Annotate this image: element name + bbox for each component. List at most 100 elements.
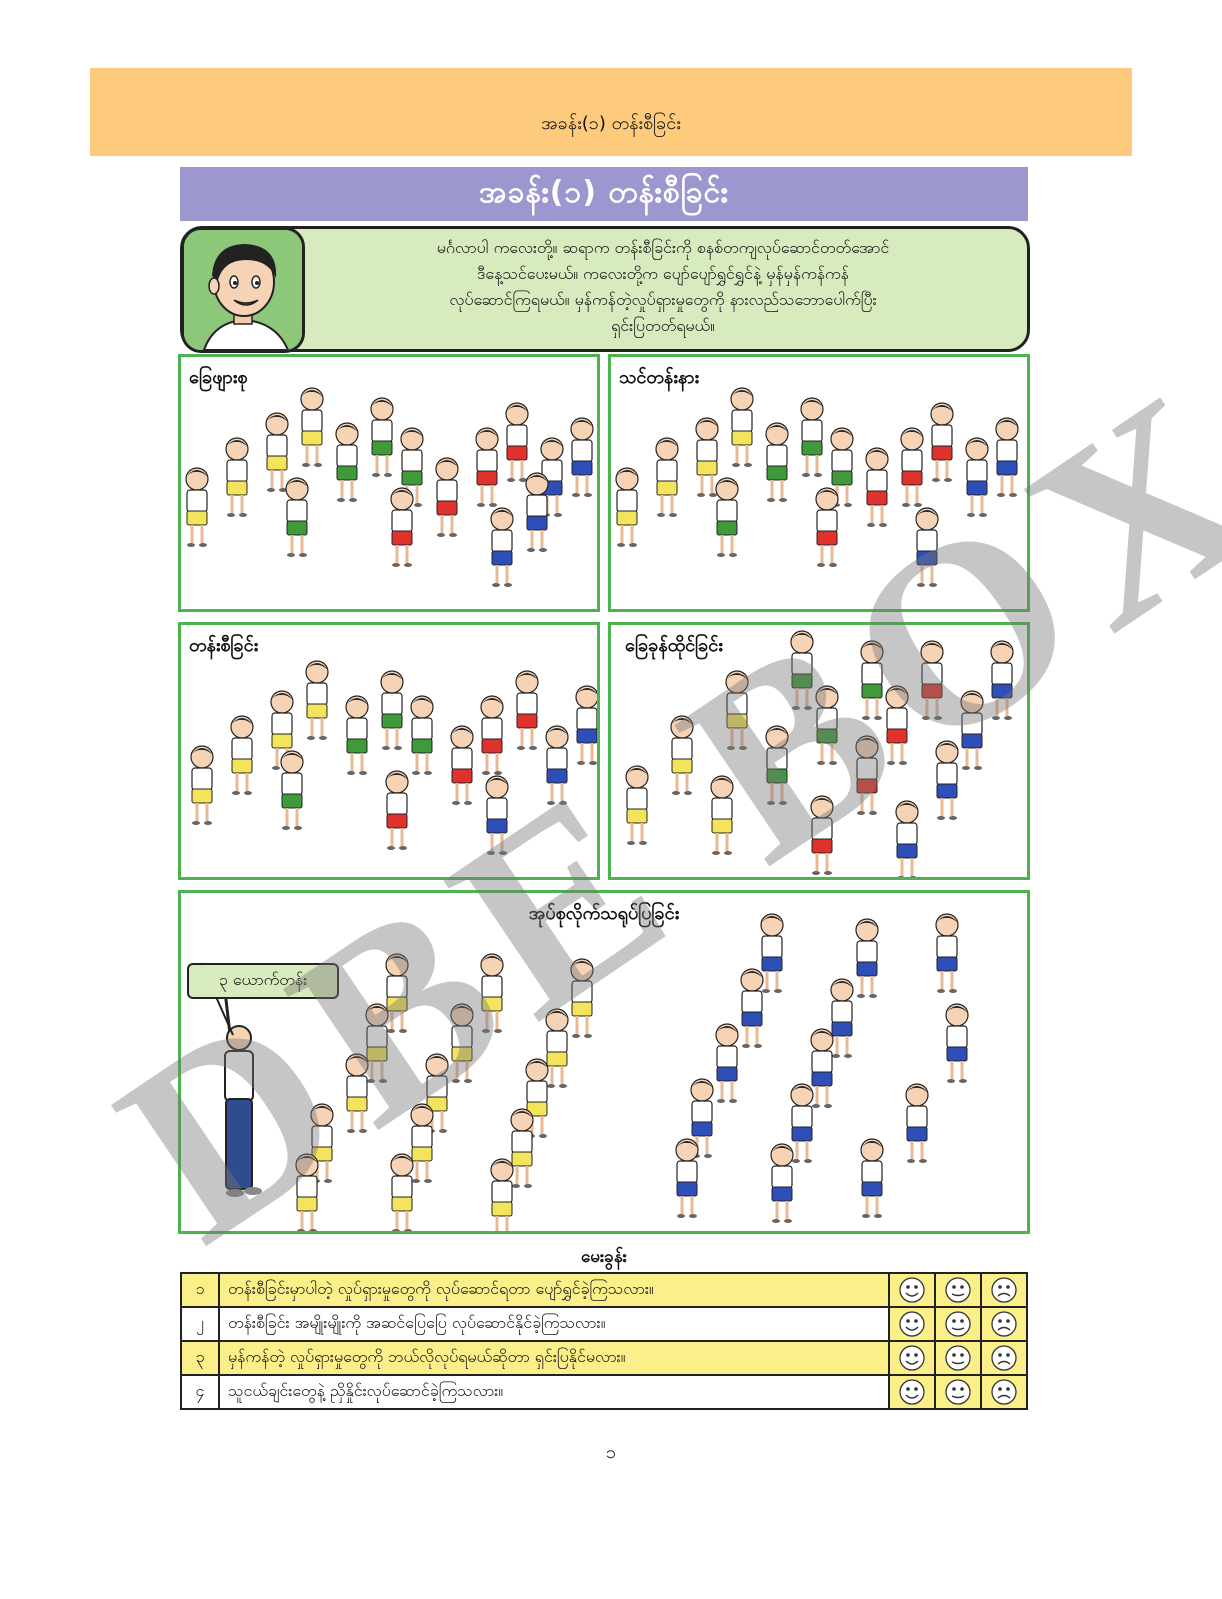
page-number: ၁	[605, 1442, 617, 1463]
child-figure	[615, 467, 639, 547]
child-figure	[790, 1083, 814, 1163]
child-figure	[385, 953, 409, 1033]
child-figure	[625, 765, 649, 845]
panel-label: အုပ်စုလိုက်သရုပ်ပြခြင်း	[528, 903, 680, 924]
question-row: ၄ သူငယ်ချင်းတွေနဲ့ ညှိနှိုင်းလုပ်ဆောင်ခဲ…	[180, 1374, 1028, 1410]
child-figure	[885, 685, 909, 765]
question-number: ၁	[180, 1272, 220, 1308]
panel-label: သင်တန်းနား	[619, 367, 700, 388]
child-figure	[830, 427, 854, 507]
kids-illustration-group-demo	[295, 913, 969, 1231]
child-figure	[570, 958, 594, 1038]
child-figure	[545, 1008, 569, 1088]
child-figure	[450, 1003, 474, 1083]
question-text: သူငယ်ချင်းတွေနဲ့ ညှိနှိုင်းလုပ်ဆောင်ခဲ့က…	[218, 1374, 890, 1410]
child-figure	[995, 417, 1019, 497]
question-text: တန်းစီခြင်း အမျိုးမျိုးကို အဆင်ပြေပြေ လု…	[218, 1306, 890, 1342]
intro-line: ဒီနေ့သင်ပေးမယ်။ ကလေးတို့က ပျော်ပျော်ရွှင…	[477, 264, 849, 283]
sad-face-icon[interactable]	[980, 1272, 1028, 1308]
child-figure	[365, 1003, 389, 1083]
neutral-face-icon[interactable]	[934, 1306, 982, 1342]
question-number: ၄	[180, 1374, 220, 1410]
intro-line: မင်္ဂလာပါ ကလေးတို့။ ဆရာက တန်းစီခြင်းကို …	[436, 238, 890, 257]
panel-rest: သင်တန်းနား	[608, 354, 1030, 612]
child-figure	[515, 670, 539, 750]
happy-face-icon[interactable]	[888, 1306, 936, 1342]
happy-face-icon[interactable]	[888, 1374, 936, 1410]
question-row: ၃ မှန်ကန်တဲ့ လှုပ်ရှားမှုတွေကို ဘယ်လိုလု…	[180, 1340, 1028, 1376]
child-figure	[695, 417, 719, 497]
happy-face-icon[interactable]	[888, 1340, 936, 1376]
child-figure	[480, 953, 504, 1033]
child-figure	[505, 402, 529, 482]
sad-face-icon[interactable]	[980, 1374, 1028, 1410]
child-figure	[765, 725, 789, 805]
child-figure	[715, 477, 739, 557]
child-figure	[280, 750, 304, 830]
child-figure	[965, 437, 989, 517]
neutral-face-icon[interactable]	[934, 1272, 982, 1308]
child-figure	[190, 745, 214, 825]
question-text: တန်းစီခြင်းမှာပါတဲ့ လှုပ်ရှားမှုတွေကို လ…	[218, 1272, 890, 1308]
chapter-title: အခန်း(၁) တန်းစီခြင်း	[479, 174, 729, 210]
panel-squat: ခြေခုန်ထိုင်ခြင်း	[608, 622, 1030, 880]
child-figure	[765, 422, 789, 502]
child-figure	[305, 660, 329, 740]
kids-illustration-tiptoe	[185, 387, 594, 587]
child-figure	[730, 387, 754, 467]
child-figure	[900, 427, 924, 507]
child-figure	[475, 427, 499, 507]
panel-label: တန်းစီခြင်း	[189, 635, 259, 656]
intro-text: မင်္ဂလာပါ ကလေးတို့။ ဆရာက တန်းစီခြင်းကို …	[313, 235, 1013, 339]
child-figure	[725, 670, 749, 750]
child-figure	[380, 670, 404, 750]
child-figure	[490, 507, 514, 587]
child-figure	[670, 715, 694, 795]
question-number: ၃	[180, 1340, 220, 1376]
question-number: ၂	[180, 1306, 220, 1342]
child-figure	[345, 695, 369, 775]
child-figure	[345, 1053, 369, 1133]
child-figure	[905, 1083, 929, 1163]
child-figure	[435, 457, 459, 537]
speech-bubble: ၃ ယောက်တန်း	[187, 963, 339, 999]
child-figure	[390, 1153, 414, 1231]
child-figure	[935, 740, 959, 820]
child-figure	[860, 1138, 884, 1218]
kids-illustration-squat	[625, 630, 1014, 877]
child-figure	[265, 412, 289, 492]
child-figure	[570, 417, 594, 497]
intro-box: မင်္ဂလာပါ ကလေးတို့။ ဆရာက တန်းစီခြင်းကို …	[180, 226, 1030, 353]
happy-face-icon[interactable]	[888, 1272, 936, 1308]
sad-face-icon[interactable]	[980, 1306, 1028, 1342]
panel-label: ခြေဖျားစု	[189, 367, 248, 388]
child-figure	[760, 913, 784, 993]
child-figure	[830, 978, 854, 1058]
chapter-title-bar: အခန်း(၁) တန်းစီခြင်း	[180, 167, 1028, 221]
child-figure	[740, 968, 764, 1048]
child-figure	[855, 735, 879, 815]
child-figure	[855, 918, 879, 998]
child-figure	[525, 472, 549, 552]
child-figure	[715, 1023, 739, 1103]
child-figure	[525, 1058, 549, 1138]
neutral-face-icon[interactable]	[934, 1374, 982, 1410]
intro-line: လုပ်ဆောင်ကြရမယ်။ မှန်ကန်တဲ့လှုပ်ရှားမှုတ…	[449, 290, 877, 309]
child-figure	[490, 1158, 514, 1231]
child-figure	[935, 913, 959, 993]
panel-tiptoe: ခြေဖျားစု	[178, 354, 600, 612]
child-figure	[815, 487, 839, 567]
child-figure	[545, 725, 569, 805]
child-figure	[790, 630, 814, 710]
neutral-face-icon[interactable]	[934, 1340, 982, 1376]
child-figure	[410, 695, 434, 775]
child-figure	[675, 1138, 699, 1218]
sad-face-icon[interactable]	[980, 1340, 1028, 1376]
child-figure	[450, 725, 474, 805]
child-figure	[800, 397, 824, 477]
child-figure	[710, 775, 734, 855]
kids-illustration-rest	[615, 387, 1019, 587]
child-figure	[960, 690, 984, 770]
teacher-avatar-icon	[184, 230, 302, 350]
child-figure	[295, 1153, 319, 1231]
